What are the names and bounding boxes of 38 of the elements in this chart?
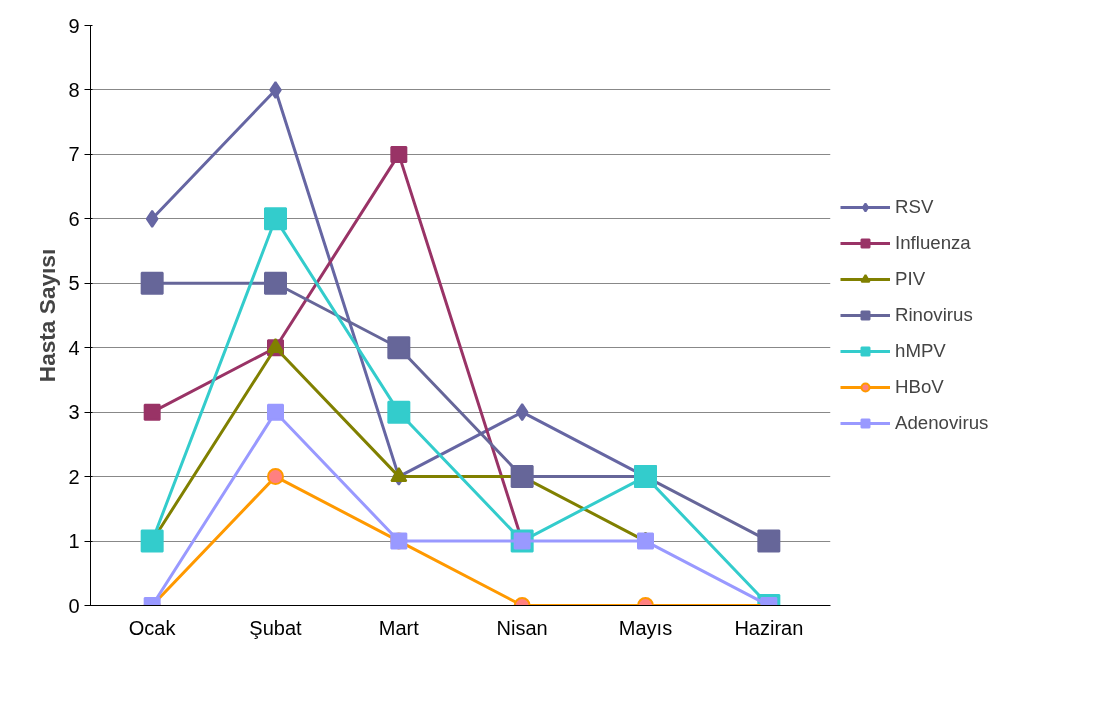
y-tick-label: 5 [68, 272, 80, 295]
x-tick-label: Mart [378, 616, 420, 639]
legend-label: Influenza [895, 232, 971, 254]
y-tick-label: 0 [68, 594, 80, 617]
point [264, 207, 287, 231]
y-tick-label: 3 [68, 401, 80, 424]
x-tick-label: Nisan [496, 616, 548, 639]
y-tick-label: 8 [68, 78, 80, 101]
point [387, 400, 411, 424]
legend-label: hMPV [895, 340, 946, 362]
point [140, 271, 164, 295]
x-tick-label: Ocak [128, 616, 177, 639]
legend-label: Rinovirus [895, 304, 973, 326]
x-tick-label: Mayıs [618, 616, 673, 639]
legend-label: RSV [895, 196, 934, 218]
point [145, 209, 159, 228]
legend-label: HBoV [895, 376, 944, 398]
point [387, 336, 411, 360]
y-tick-label: 9 [68, 14, 80, 37]
legend-label: Adenovirus [895, 412, 989, 434]
point [390, 145, 408, 163]
y-tick-label: 1 [68, 530, 80, 553]
point [143, 403, 161, 421]
x-tick-label: Haziran [734, 616, 804, 639]
y-tick-label: 4 [68, 336, 80, 359]
y-tick-label: 2 [68, 465, 80, 488]
legend-label: PIV [895, 268, 926, 290]
y-axis-title: Hasta Sayısı [34, 248, 61, 383]
point [757, 529, 781, 553]
point [140, 529, 164, 553]
x-tick-label: Şubat [249, 616, 303, 639]
point [267, 403, 284, 421]
y-tick-label: 7 [68, 143, 80, 166]
point [264, 271, 287, 295]
point [510, 465, 534, 489]
point [515, 403, 529, 422]
y-tick-label: 6 [68, 207, 80, 230]
point [267, 468, 284, 486]
